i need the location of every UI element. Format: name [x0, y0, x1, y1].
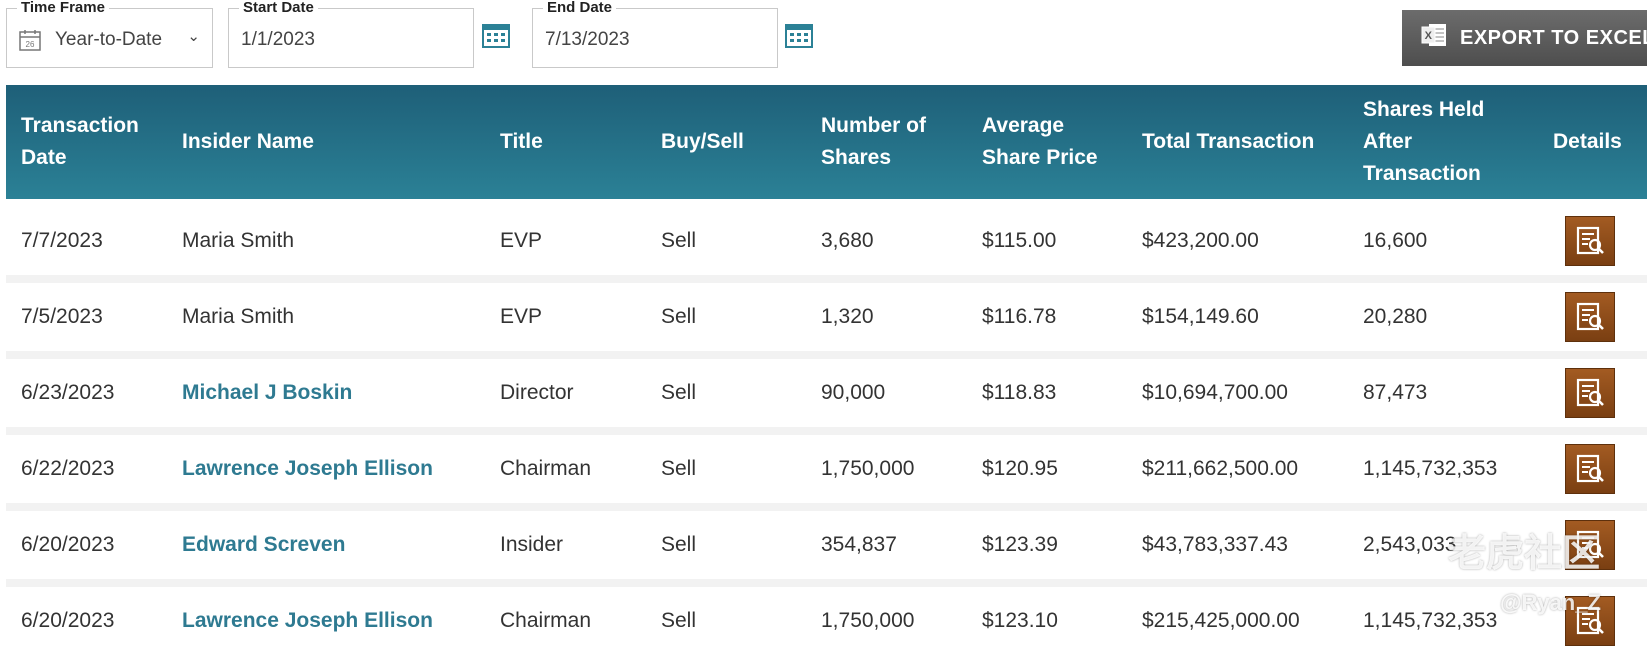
details-button[interactable] [1565, 520, 1615, 570]
cell-total: $43,783,337.43 [1142, 533, 1288, 556]
cell-price: $116.78 [982, 305, 1057, 328]
calendar-icon: 26 [19, 29, 41, 56]
cell-name: Maria Smith [182, 229, 295, 252]
cell-type: Sell [661, 609, 697, 632]
cell-date: 6/20/2023 [21, 609, 115, 632]
table-row: 6/20/2023 Edward Screven Insider Sell 354,83… [6, 511, 1647, 579]
details-button[interactable] [1565, 292, 1615, 342]
end-date-value: 7/13/2023 [545, 29, 630, 50]
cell-date: 7/5/2023 [21, 305, 103, 328]
cell-title: Chairman [500, 609, 592, 632]
col-header-buy-sell[interactable]: Buy/Sell [661, 130, 744, 153]
col-header-title[interactable]: Title [500, 130, 543, 153]
col-header-shares-held[interactable]: Shares Held After Transaction [1363, 98, 1485, 185]
chevron-down-icon: ⌄ [187, 28, 200, 45]
cell-shares: 3,680 [821, 229, 874, 252]
details-button[interactable] [1565, 596, 1615, 646]
start-date-calendar-icon[interactable] [482, 22, 510, 53]
cell-date: 6/20/2023 [21, 533, 115, 556]
excel-icon: X [1420, 21, 1448, 55]
cell-shares: 354,837 [821, 533, 897, 556]
cell-date: 7/7/2023 [21, 229, 103, 252]
cell-shares: 1,750,000 [821, 609, 915, 632]
table-header: Transaction Date Insider Name Title Buy/… [6, 85, 1647, 199]
time-frame-select[interactable]: Time Frame 26 Year-to-Date ⌄ [6, 0, 213, 68]
cell-price: $123.39 [982, 533, 1058, 556]
insider-transactions-table: Transaction Date Insider Name Title Buy/… [6, 85, 1647, 655]
cell-total: $423,200.00 [1142, 229, 1259, 252]
cell-price: $120.95 [982, 457, 1058, 480]
cell-type: Sell [661, 229, 697, 252]
table-row: 7/5/2023 Maria Smith EVP Sell 1,320 $116.78 $1… [6, 283, 1647, 351]
cell-type: Sell [661, 305, 697, 328]
cell-name[interactable]: Lawrence Joseph Ellison [182, 457, 433, 480]
document-search-icon [1576, 226, 1604, 255]
table-row: 6/22/2023 Lawrence Joseph Ellison Chairman… [6, 435, 1647, 503]
end-date-label: End Date [543, 0, 617, 16]
watermark-text: 老虎社区 [1448, 533, 1601, 575]
cell-held: 87,473 [1363, 381, 1428, 404]
export-to-excel-button[interactable]: X EXPORT TO EXCEL [1402, 10, 1647, 66]
cell-title: Chairman [500, 457, 592, 480]
details-button[interactable] [1565, 444, 1615, 494]
cell-price: $123.10 [982, 609, 1058, 632]
table-row: 6/20/2023 Lawrence Joseph Ellison Chairman… [6, 587, 1647, 655]
col-header-shares[interactable]: Number of Shares [821, 114, 926, 169]
cell-price: $118.83 [982, 381, 1057, 404]
cell-type: Sell [661, 533, 697, 556]
start-date-field[interactable]: Start Date 1/1/2023 [228, 0, 474, 68]
cell-held: 1,145,732,353 [1363, 609, 1498, 632]
cell-name[interactable]: Lawrence Joseph Ellison [182, 609, 433, 632]
table-row: 7/7/2023 Maria Smith EVP Sell 3,680 $115.00 $4… [6, 207, 1647, 275]
col-header-details: Details [1553, 130, 1622, 153]
cell-date: 6/22/2023 [21, 457, 115, 480]
start-date-value: 1/1/2023 [241, 29, 315, 50]
cell-shares: 1,750,000 [821, 457, 915, 480]
cell-price: $115.00 [982, 229, 1057, 252]
cell-title: EVP [500, 305, 543, 328]
cell-held: 16,600 [1363, 229, 1428, 252]
cell-total: $215,425,000.00 [1142, 609, 1300, 632]
cell-held: 2,543,033 [1363, 533, 1457, 556]
end-date-field[interactable]: End Date 7/13/2023 [532, 0, 778, 68]
cell-name[interactable]: Edward Screven [182, 533, 346, 556]
svg-text:X: X [1425, 30, 1433, 42]
cell-shares: 90,000 [821, 381, 886, 404]
cell-type: Sell [661, 457, 697, 480]
cell-title: EVP [500, 229, 543, 252]
col-header-total[interactable]: Total Transaction [1142, 130, 1315, 153]
cell-type: Sell [661, 381, 697, 404]
cell-date: 6/23/2023 [21, 381, 115, 404]
details-button[interactable] [1565, 216, 1615, 266]
cell-title: Director [500, 381, 574, 404]
export-label: EXPORT TO EXCEL [1460, 26, 1647, 49]
document-search-icon [1576, 606, 1604, 635]
col-header-insider[interactable]: Insider Name [182, 130, 314, 153]
table-body: 7/7/2023 Maria Smith EVP Sell 3,680 $115.00 $4… [6, 207, 1647, 655]
document-search-icon [1576, 302, 1604, 331]
cell-held: 1,145,732,353 [1363, 457, 1498, 480]
table-row: 6/23/2023 Michael J Boskin Director Sell 90,… [6, 359, 1647, 427]
cell-total: $211,662,500.00 [1142, 457, 1299, 480]
cell-total: $154,149.60 [1142, 305, 1259, 328]
details-button[interactable] [1565, 368, 1615, 418]
document-search-icon [1576, 454, 1604, 483]
col-header-date[interactable]: Transaction Date [21, 114, 139, 169]
cell-held: 20,280 [1363, 305, 1428, 328]
cell-name: Maria Smith [182, 305, 295, 328]
cell-total: $10,694,700.00 [1142, 381, 1288, 404]
cell-name[interactable]: Michael J Boskin [182, 381, 353, 404]
watermark-handle: @Ryan_Z [1500, 590, 1601, 615]
document-search-icon [1576, 530, 1604, 559]
svg-text:26: 26 [26, 40, 35, 49]
start-date-label: Start Date [239, 0, 318, 16]
end-date-calendar-icon[interactable] [785, 22, 813, 53]
col-header-price[interactable]: Average Share Price [982, 114, 1098, 169]
cell-title: Insider [500, 533, 564, 556]
time-frame-label: Time Frame [17, 0, 109, 16]
cell-shares: 1,320 [821, 305, 874, 328]
document-search-icon [1576, 378, 1604, 407]
time-frame-value: Year-to-Date [55, 29, 163, 50]
